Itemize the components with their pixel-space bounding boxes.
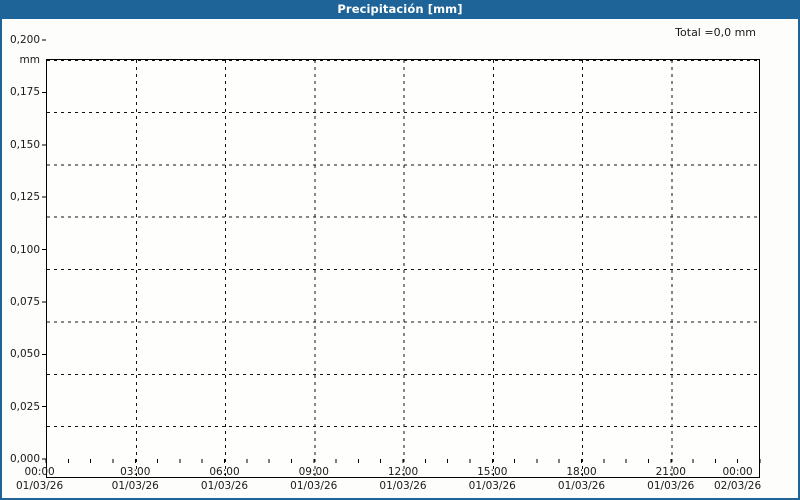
grid-lines (47, 60, 761, 479)
x-tick-date: 02/03/26 (714, 480, 762, 492)
x-tick-time: 21:00 (655, 466, 686, 478)
window-titlebar: Precipitación [mm] (0, 0, 800, 19)
y-axis-tick-label: 0,100 (9, 243, 40, 256)
x-axis-tick-label: 00:00 01/03/26 (16, 465, 63, 493)
y-axis-tick-label: 0,200 (9, 34, 40, 46)
y-axis-tick-label: 0,000 (9, 453, 40, 465)
x-axis-tick-label: 21:00 01/03/26 (647, 465, 694, 493)
x-tick-time: 03:00 (120, 466, 151, 478)
x-tick-time: 18:00 (566, 466, 597, 478)
chart-content-frame: Total =0,0 mm mm 0,200 0,175 0,150 0,125 0,1… (0, 19, 800, 500)
x-tick-time: 15:00 (477, 466, 508, 478)
x-axis-tick-label: 15:00 01/03/26 (469, 465, 516, 493)
page-title: Precipitación [mm] (337, 2, 463, 16)
y-axis-tick-label: 0,050 (9, 348, 40, 361)
plot-area (46, 59, 761, 479)
total-annotation: Total =0,0 mm (675, 26, 756, 39)
y-axis-tick-label: 0,125 (9, 191, 40, 204)
x-tick-date: 01/03/26 (16, 480, 64, 492)
y-axis-tick-label: 0,175 (9, 86, 40, 99)
x-tick-time: 09:00 (298, 466, 329, 478)
x-axis-tick-label: 06:00 01/03/26 (201, 465, 248, 493)
x-tick-date: 01/03/26 (290, 480, 338, 492)
x-tick-time: 00:00 (24, 466, 55, 478)
x-axis-tick-label: 09:00 01/03/26 (290, 465, 337, 493)
x-tick-date: 01/03/26 (200, 480, 249, 492)
x-tick-time: 06:00 (209, 466, 240, 478)
y-axis-unit-label: mm (19, 54, 40, 66)
x-axis-tick-label: 03:00 01/03/26 (112, 465, 159, 493)
x-tick-time: 12:00 (387, 466, 419, 478)
y-axis-tick-label: 0,075 (9, 295, 40, 308)
y-axis-tick-label: 0,150 (9, 138, 40, 151)
x-tick-date: 01/03/26 (379, 480, 427, 492)
x-axis-tick-label: 00:00 02/03/26 (714, 465, 761, 493)
x-axis-tick-label: 18:00 01/03/26 (558, 465, 605, 493)
x-axis-tick-label: 12:00 01/03/26 (379, 465, 426, 493)
x-tick-date: 01/03/26 (468, 480, 516, 492)
x-tick-time: 00:00 (722, 466, 753, 478)
x-tick-date: 01/03/26 (111, 480, 159, 492)
x-tick-date: 01/03/26 (557, 480, 606, 492)
x-tick-date: 01/03/26 (647, 480, 695, 492)
y-axis-tick-label: 0,025 (9, 400, 40, 413)
